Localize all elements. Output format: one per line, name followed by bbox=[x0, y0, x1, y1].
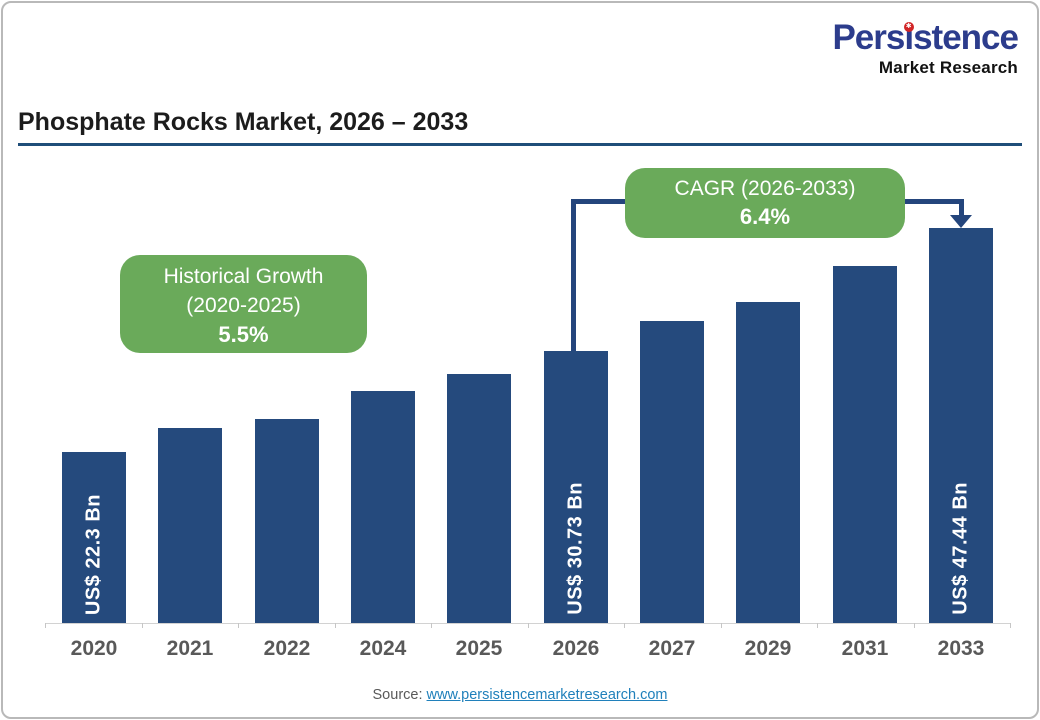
source-link[interactable]: www.persistencemarketresearch.com bbox=[426, 687, 668, 703]
x-axis-label-2024: 2024 bbox=[359, 637, 407, 660]
cagr-connector-vertical-left bbox=[571, 199, 576, 351]
arrow-down-icon bbox=[950, 215, 972, 228]
bar-2021 bbox=[158, 428, 222, 623]
bar-2033: US$ 47.44 Bn bbox=[929, 228, 993, 623]
cagr-connector-vertical-right bbox=[959, 199, 964, 216]
bar-2025 bbox=[447, 374, 511, 623]
bar-2029 bbox=[736, 302, 800, 623]
x-axis-label-2031: 2031 bbox=[841, 637, 889, 660]
bar-2020: US$ 22.3 Bn bbox=[62, 452, 126, 623]
logo-brand-text: Persı ✱ stence bbox=[832, 18, 1019, 57]
historical-growth-value: 5.5% bbox=[218, 321, 269, 347]
bar-value-label-2026: US$ 30.73 Bn bbox=[564, 482, 587, 615]
axis-tick bbox=[1010, 623, 1011, 628]
axis-tick bbox=[238, 623, 239, 628]
x-axis-label-2021: 2021 bbox=[166, 637, 214, 660]
x-axis-label-2029: 2029 bbox=[744, 637, 792, 660]
pmr-logo: Persı ✱ stence Market Research bbox=[832, 18, 1019, 78]
historical-growth-period: (2020-2025) bbox=[186, 294, 301, 318]
historical-growth-label: Historical Growth bbox=[163, 265, 324, 288]
x-axis-label-2027: 2027 bbox=[648, 637, 696, 660]
cagr-value: 6.4% bbox=[739, 204, 791, 230]
bar-value-label-2033: US$ 47.44 Bn bbox=[949, 482, 972, 615]
axis-tick bbox=[141, 623, 143, 628]
x-axis-label-2025: 2025 bbox=[455, 637, 503, 660]
cagr-callout: CAGR (2026-2033) 6.4% bbox=[625, 168, 905, 238]
x-axis-label-2033: 2033 bbox=[937, 637, 985, 660]
title-underline bbox=[18, 143, 1022, 146]
axis-tick bbox=[913, 623, 915, 628]
axis-tick bbox=[527, 623, 529, 628]
logo-red-dot-icon: ✱ bbox=[903, 22, 914, 32]
source-line: Source: www.persistencemarketresearch.co… bbox=[0, 687, 1040, 703]
source-label: Source: bbox=[372, 687, 423, 703]
bar-2027 bbox=[640, 321, 704, 623]
historical-growth-callout: Historical Growth (2020-2025) 5.5% bbox=[120, 255, 367, 353]
cagr-label: CAGR (2026-2033) bbox=[674, 177, 856, 200]
logo-subtitle: Market Research bbox=[878, 57, 1018, 77]
bar-2022 bbox=[255, 419, 319, 623]
bar-2031 bbox=[833, 266, 897, 623]
axis-tick bbox=[817, 623, 818, 628]
cagr-connector-horizontal-right bbox=[902, 199, 962, 204]
page-title: Phosphate Rocks Market, 2026 – 2033 bbox=[18, 108, 469, 136]
bar-2026: US$ 30.73 Bn bbox=[544, 351, 608, 623]
axis-tick bbox=[431, 623, 432, 628]
x-axis-label-2026: 2026 bbox=[552, 637, 600, 660]
axis-tick bbox=[720, 623, 722, 628]
axis-tick bbox=[624, 623, 625, 628]
cagr-connector-horizontal-left bbox=[571, 199, 631, 204]
bar-2024 bbox=[351, 391, 415, 623]
x-axis-label-2020: 2020 bbox=[70, 637, 118, 660]
bar-value-label-2020: US$ 22.3 Bn bbox=[82, 493, 105, 615]
axis-tick bbox=[334, 623, 336, 628]
axis-tick bbox=[45, 623, 46, 628]
x-axis-label-2022: 2022 bbox=[263, 637, 311, 660]
